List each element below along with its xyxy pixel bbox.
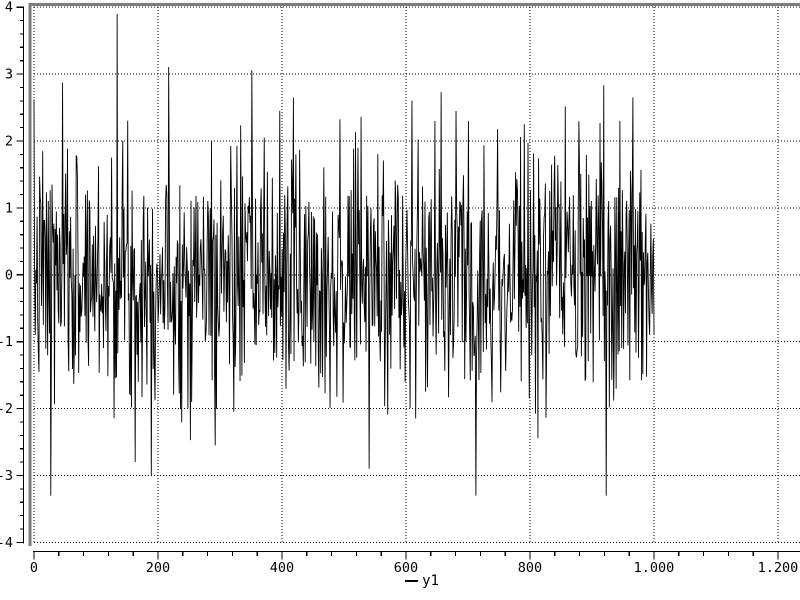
x-tick-label: 1.000 [634, 560, 675, 576]
y-tick-label: 3 [5, 67, 13, 83]
y-tick-label: -3 [0, 468, 13, 484]
y-tick-label: -2 [0, 401, 13, 417]
x-tick-label: 400 [270, 560, 294, 576]
x-tick-label: 800 [518, 560, 542, 576]
y-tick-label: 4 [5, 0, 13, 16]
legend: y1 [405, 574, 439, 588]
y-axis-labels: 4 3 2 1 0 -1 -2 -3 -4 [0, 0, 13, 551]
x-tick-label: 200 [146, 560, 170, 576]
x-tick-label: 1.200 [758, 560, 799, 576]
x-tick-label: 0 [30, 560, 38, 576]
legend-line-sample-icon [405, 580, 419, 582]
x-axis-labels: 0 200 400 600 800 1.000 1.200 [30, 560, 798, 576]
y-axis-ticks [16, 6, 24, 544]
x-axis-ticks [33, 551, 779, 560]
grid-lines [33, 6, 800, 544]
legend-series-label: y1 [422, 573, 439, 589]
plot-area-border [28, 3, 800, 546]
y-tick-label: -1 [0, 334, 13, 350]
series-y1-polyline [33, 13, 655, 496]
x-tick-label: 600 [394, 560, 418, 576]
y-tick-label: 1 [5, 200, 13, 216]
y-tick-label: 2 [5, 134, 13, 150]
y-tick-label: -4 [0, 535, 13, 551]
axes [22, 6, 800, 553]
y-tick-label: 0 [5, 267, 13, 283]
